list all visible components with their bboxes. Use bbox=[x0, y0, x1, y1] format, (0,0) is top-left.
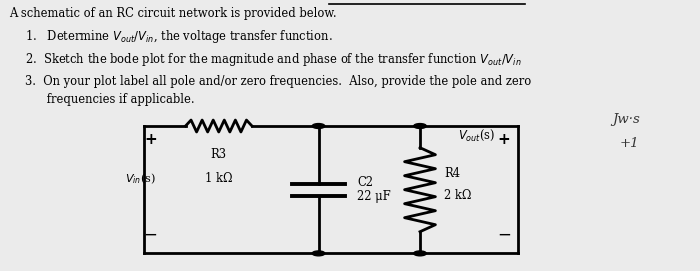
Text: 2.  Sketch the bode plot for the magnitude and phase of the transfer function $V: 2. Sketch the bode plot for the magnitud… bbox=[25, 51, 521, 69]
Text: Jw·s: Jw·s bbox=[612, 113, 640, 126]
Text: 3.  On your plot label all pole and/or zero frequencies.  Also, provide the pole: 3. On your plot label all pole and/or ze… bbox=[25, 75, 531, 88]
Text: $V_{in}$(s): $V_{in}$(s) bbox=[125, 172, 155, 186]
Text: −: − bbox=[497, 225, 511, 243]
Text: +1: +1 bbox=[620, 137, 639, 150]
Circle shape bbox=[414, 124, 426, 128]
Text: −: − bbox=[144, 225, 158, 243]
Text: 22 μF: 22 μF bbox=[357, 190, 391, 203]
Text: 1 kΩ: 1 kΩ bbox=[205, 172, 232, 185]
Text: frequencies if applicable.: frequencies if applicable. bbox=[25, 93, 194, 107]
Text: $V_{out}$(s): $V_{out}$(s) bbox=[458, 128, 496, 143]
Circle shape bbox=[312, 251, 325, 256]
Text: C2: C2 bbox=[357, 176, 373, 189]
Text: 1.   Determine $V_{out}/V_{in}$, the voltage transfer function.: 1. Determine $V_{out}/V_{in}$, the volta… bbox=[25, 28, 332, 46]
Circle shape bbox=[414, 251, 426, 256]
Text: R3: R3 bbox=[211, 148, 227, 161]
Text: A schematic of an RC circuit network is provided below.: A schematic of an RC circuit network is … bbox=[9, 7, 337, 20]
Text: +: + bbox=[498, 132, 510, 147]
Text: +: + bbox=[144, 132, 157, 147]
Circle shape bbox=[312, 124, 325, 128]
Text: 2 kΩ: 2 kΩ bbox=[444, 189, 472, 202]
Text: R4: R4 bbox=[444, 167, 461, 180]
